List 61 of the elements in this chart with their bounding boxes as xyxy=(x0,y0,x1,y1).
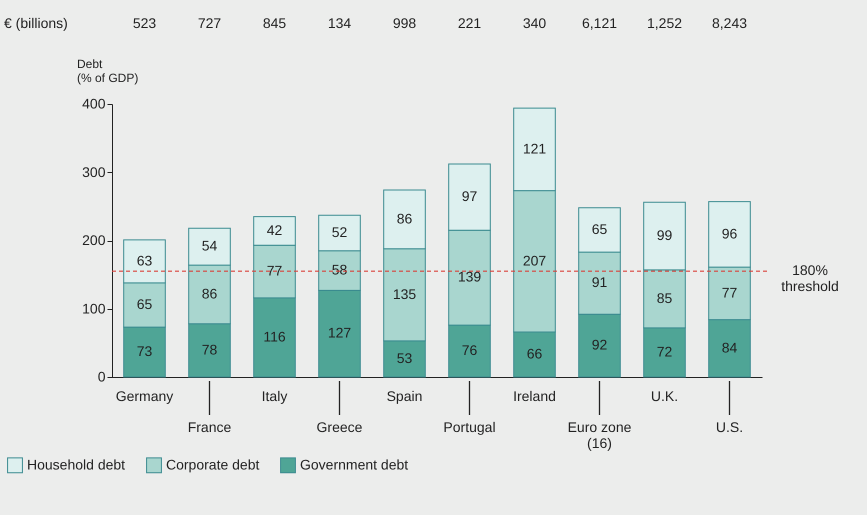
x-tick-label: Euro zone (16) xyxy=(568,419,632,451)
text: 1,252 xyxy=(646,15,682,31)
text: 523 xyxy=(132,15,156,31)
data-label: 77 xyxy=(266,262,282,279)
data-label: 92 xyxy=(592,336,608,353)
data-label: 72 xyxy=(656,343,672,360)
data-label: 65 xyxy=(592,220,608,237)
data-label: 63 xyxy=(136,252,152,268)
text: 845 xyxy=(262,15,286,31)
y-axis-title: Debt (% of GDP) xyxy=(77,57,138,85)
y-tick-label: 0 xyxy=(98,368,106,384)
text: 8,243 xyxy=(712,15,748,31)
text: 998 xyxy=(392,15,416,31)
x-tick-label: Greece xyxy=(316,419,363,435)
data-label: 207 xyxy=(522,252,546,268)
data-label: 135 xyxy=(392,286,416,302)
y-tick-label: 400 xyxy=(82,96,106,112)
x-tick-label: Ireland xyxy=(513,388,556,404)
text: € (billions) xyxy=(4,15,68,31)
x-tick-label: U.S. xyxy=(716,419,744,435)
legend-label: Corporate debt xyxy=(166,456,260,472)
x-tick-label: Portugal xyxy=(443,419,496,435)
data-label: 73 xyxy=(136,343,152,360)
data-label: 99 xyxy=(656,227,672,244)
data-label: 58 xyxy=(332,262,348,278)
legend-label: Household debt xyxy=(27,456,126,472)
data-label: 66 xyxy=(526,345,542,362)
text: 221 xyxy=(458,15,482,31)
text: 340 xyxy=(522,15,546,31)
x-tick-label: Germany xyxy=(116,388,174,404)
data-label: 65 xyxy=(136,296,152,312)
data-label: 139 xyxy=(458,268,482,285)
data-label: 78 xyxy=(202,341,218,358)
data-label: 97 xyxy=(462,188,478,204)
data-label: 76 xyxy=(462,342,478,358)
y-tick-label: 200 xyxy=(82,232,106,248)
text: 727 xyxy=(198,15,222,31)
text: 134 xyxy=(328,15,352,31)
data-label: 91 xyxy=(592,274,608,290)
legend-label: Government debt xyxy=(300,456,408,472)
x-tick-label: Spain xyxy=(386,388,422,404)
data-label: 121 xyxy=(522,140,546,156)
data-label: 116 xyxy=(263,328,286,344)
data-label: 52 xyxy=(332,224,348,240)
data-label: 53 xyxy=(396,350,412,366)
x-tick-label: Italy xyxy=(262,388,288,404)
y-tick-label: 300 xyxy=(82,164,106,180)
x-tick-label: U.K. xyxy=(650,388,678,404)
data-label: 77 xyxy=(722,284,738,300)
data-label: 96 xyxy=(722,225,738,242)
text: 6,121 xyxy=(582,15,618,31)
data-label: 54 xyxy=(202,238,218,254)
data-label: 86 xyxy=(396,210,412,226)
data-label: 127 xyxy=(328,324,352,341)
data-label: 86 xyxy=(202,285,218,302)
data-label: 84 xyxy=(722,339,738,356)
y-tick-label: 100 xyxy=(82,300,106,316)
x-tick-label: France xyxy=(188,419,232,435)
data-label: 42 xyxy=(266,222,282,238)
ref-line-label: 180% threshold xyxy=(781,262,839,294)
data-label: 85 xyxy=(656,290,672,306)
